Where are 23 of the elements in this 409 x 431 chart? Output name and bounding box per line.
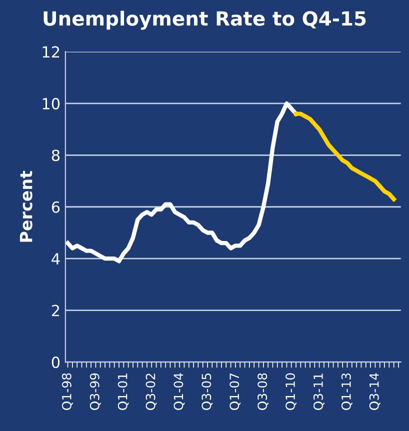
y-axis-title: Percent [20, 170, 32, 242]
x-tick-label: Q3-99 [90, 373, 101, 410]
x-tick-label: Q1-98 [62, 373, 73, 410]
x-tick-label: Q3-08 [258, 373, 268, 410]
x-tick-label: Q1-10 [286, 373, 296, 410]
y-tick-label: 6 [52, 201, 60, 213]
x-tick-label: Q3-14 [369, 373, 380, 410]
line-series [66, 101, 298, 264]
x-tick-label: Q3-05 [202, 374, 213, 410]
y-tick-label: 0 [52, 356, 60, 368]
y-tick-label: 8 [52, 150, 60, 162]
line-series [294, 112, 396, 202]
x-tick-label: Q1-04 [174, 373, 185, 410]
y-tick-label: 4 [52, 253, 60, 264]
x-tick-label: Q1-13 [341, 373, 352, 410]
y-tick-label: 10 [42, 98, 60, 110]
x-tick-label: Q3-02 [146, 374, 157, 410]
y-tick-label: 2 [52, 304, 60, 316]
x-tick-label: Q3-11 [313, 374, 324, 410]
x-tick-label: Q1-01 [118, 374, 129, 410]
y-tick-label: 12 [42, 46, 60, 58]
x-tick-label: Q1-07 [230, 374, 241, 410]
chart-title: Unemployment Rate to Q4-15 [44, 10, 366, 30]
